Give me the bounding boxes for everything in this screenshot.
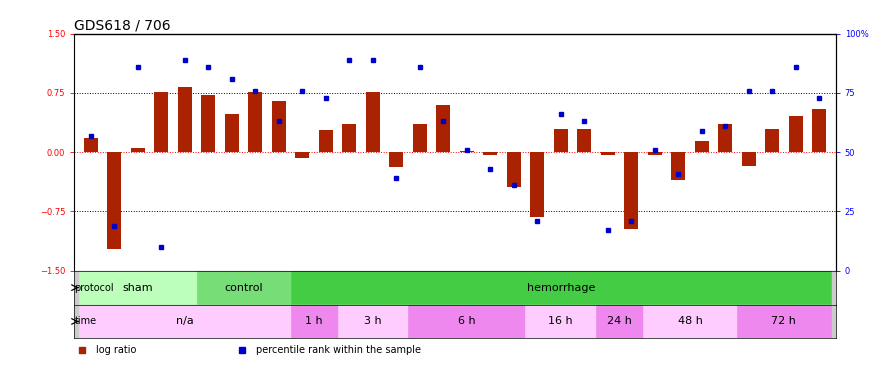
Text: 3 h: 3 h [364, 316, 382, 327]
Bar [437, 105, 451, 152]
Bar [507, 152, 521, 187]
Bar [79, 305, 290, 338]
Bar [84, 138, 98, 152]
Bar [413, 124, 427, 152]
Bar [338, 305, 408, 338]
Text: 6 h: 6 h [458, 316, 475, 327]
Bar [526, 305, 596, 338]
Bar [408, 305, 526, 338]
Bar [643, 305, 737, 338]
Bar [600, 152, 615, 155]
Text: percentile rank within the sample: percentile rank within the sample [255, 345, 421, 355]
Text: 72 h: 72 h [772, 316, 796, 327]
Bar [197, 272, 290, 304]
Bar [178, 87, 192, 152]
Text: log ratio: log ratio [95, 345, 136, 355]
Bar [788, 116, 802, 152]
Bar [648, 152, 662, 155]
Text: control: control [224, 283, 262, 292]
Bar [554, 129, 568, 152]
Bar [201, 95, 215, 152]
Bar [342, 124, 356, 152]
Text: 24 h: 24 h [607, 316, 632, 327]
Bar [737, 305, 831, 338]
Bar [695, 141, 709, 152]
Bar [290, 272, 831, 304]
Bar [225, 114, 239, 152]
Text: protocol: protocol [74, 283, 115, 292]
Text: 48 h: 48 h [677, 316, 703, 327]
Bar [272, 101, 286, 152]
Bar [459, 151, 473, 152]
Bar [530, 152, 544, 217]
Text: n/a: n/a [176, 316, 193, 327]
Text: time: time [74, 316, 97, 327]
Text: 16 h: 16 h [549, 316, 573, 327]
Bar [742, 152, 756, 166]
Bar [578, 129, 592, 152]
Bar [318, 130, 332, 152]
Bar [108, 152, 122, 249]
Bar [79, 272, 197, 304]
Bar [765, 129, 780, 152]
Bar [389, 152, 403, 167]
Bar [483, 152, 497, 155]
Text: sham: sham [123, 283, 153, 292]
Bar [295, 152, 310, 158]
Text: GDS618 / 706: GDS618 / 706 [74, 19, 171, 33]
Text: hemorrhage: hemorrhage [527, 283, 595, 292]
Bar [154, 92, 168, 152]
Bar [718, 124, 732, 152]
Bar [130, 148, 145, 152]
Bar [366, 92, 380, 152]
Bar [596, 305, 643, 338]
Bar [671, 152, 685, 180]
Bar [290, 305, 338, 338]
Bar [812, 109, 826, 152]
Text: 1 h: 1 h [305, 316, 323, 327]
Bar [248, 92, 262, 152]
Bar [624, 152, 638, 229]
